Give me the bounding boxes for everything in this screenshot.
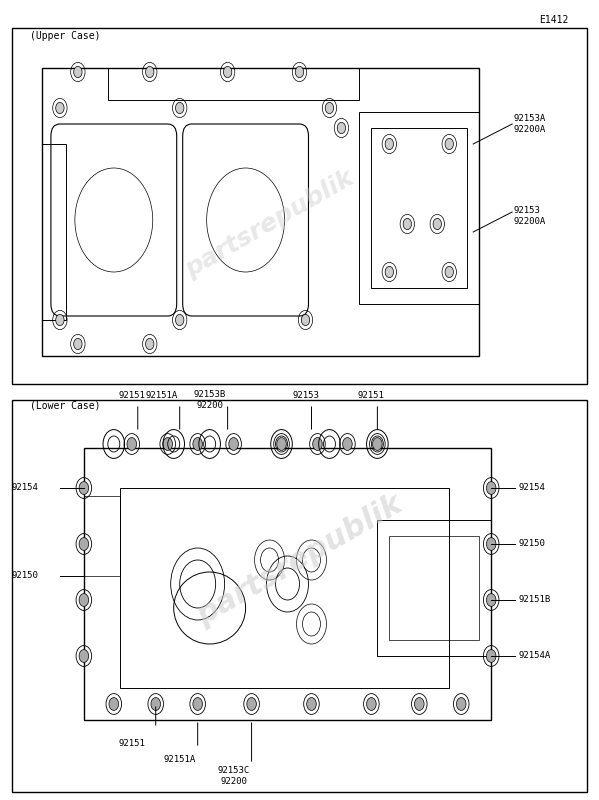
Text: 92151: 92151	[119, 391, 145, 401]
Circle shape	[385, 138, 394, 150]
Circle shape	[146, 66, 154, 78]
Circle shape	[247, 698, 256, 710]
Circle shape	[385, 266, 394, 278]
Circle shape	[56, 314, 64, 326]
Text: 92150: 92150	[518, 539, 545, 549]
Text: 92153A
92200A: 92153A 92200A	[514, 114, 546, 134]
Circle shape	[307, 698, 316, 710]
Text: 92151A: 92151A	[164, 755, 196, 765]
Text: (Lower Case): (Lower Case)	[30, 401, 101, 410]
Circle shape	[223, 66, 232, 78]
Circle shape	[277, 438, 286, 450]
Circle shape	[79, 594, 89, 606]
Circle shape	[456, 698, 466, 710]
Bar	[84, 448, 491, 720]
Circle shape	[325, 102, 334, 114]
Circle shape	[176, 102, 184, 114]
Bar	[84, 496, 120, 576]
Circle shape	[486, 538, 496, 550]
Circle shape	[79, 650, 89, 662]
Text: 92153
92200A: 92153 92200A	[514, 206, 546, 226]
Circle shape	[295, 66, 304, 78]
Circle shape	[74, 338, 82, 350]
Circle shape	[486, 594, 496, 606]
Text: 92154: 92154	[518, 483, 545, 493]
Circle shape	[193, 698, 202, 710]
Text: partsrepublik: partsrepublik	[192, 490, 407, 630]
Text: 92151B: 92151B	[518, 595, 550, 605]
Text: 92153B
92200: 92153B 92200	[193, 390, 226, 410]
Circle shape	[301, 314, 310, 326]
Text: 92151: 92151	[119, 739, 145, 749]
Circle shape	[403, 218, 412, 230]
Circle shape	[176, 314, 184, 326]
Circle shape	[193, 438, 202, 450]
Bar	[108, 68, 359, 100]
Text: E1412: E1412	[539, 15, 568, 25]
Circle shape	[127, 438, 137, 450]
Circle shape	[74, 66, 82, 78]
Circle shape	[445, 266, 453, 278]
Circle shape	[337, 122, 346, 134]
Bar	[12, 28, 587, 384]
Text: 92151A: 92151A	[146, 391, 178, 401]
Bar	[12, 400, 587, 792]
Circle shape	[151, 698, 161, 710]
Bar	[371, 128, 467, 288]
Circle shape	[433, 218, 441, 230]
Circle shape	[229, 438, 238, 450]
Circle shape	[79, 538, 89, 550]
Text: 92153: 92153	[292, 391, 319, 401]
Bar	[42, 144, 66, 320]
Circle shape	[163, 438, 173, 450]
Circle shape	[79, 482, 89, 494]
Bar	[120, 488, 449, 688]
Bar	[359, 112, 479, 304]
Circle shape	[313, 438, 322, 450]
Circle shape	[367, 698, 376, 710]
Text: 92154: 92154	[12, 483, 39, 493]
Text: 92151: 92151	[358, 391, 385, 401]
Text: partsrepublik: partsrepublik	[181, 166, 358, 282]
Text: 92154A: 92154A	[518, 651, 550, 661]
Circle shape	[109, 698, 119, 710]
Bar	[377, 520, 491, 656]
Bar	[389, 536, 479, 640]
Circle shape	[343, 438, 352, 450]
Circle shape	[146, 338, 154, 350]
Text: 92150: 92150	[12, 571, 39, 581]
Circle shape	[373, 438, 382, 450]
Text: (Upper Case): (Upper Case)	[30, 31, 101, 41]
Text: 92153C
92200: 92153C 92200	[217, 766, 250, 786]
Circle shape	[486, 482, 496, 494]
Circle shape	[415, 698, 424, 710]
Circle shape	[445, 138, 453, 150]
Bar	[42, 68, 479, 356]
Circle shape	[56, 102, 64, 114]
Circle shape	[486, 650, 496, 662]
